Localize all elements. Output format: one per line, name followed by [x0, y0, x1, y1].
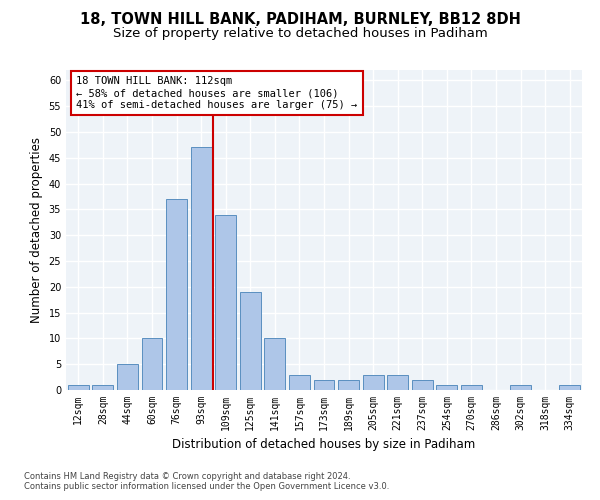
Bar [215, 214, 236, 390]
Bar [240, 292, 261, 390]
Bar [166, 199, 187, 390]
Bar [436, 385, 457, 390]
Bar [92, 385, 113, 390]
Bar [338, 380, 359, 390]
Bar [191, 148, 212, 390]
Text: Contains HM Land Registry data © Crown copyright and database right 2024.: Contains HM Land Registry data © Crown c… [24, 472, 350, 481]
Bar [461, 385, 482, 390]
X-axis label: Distribution of detached houses by size in Padiham: Distribution of detached houses by size … [172, 438, 476, 452]
Bar [559, 385, 580, 390]
Text: 18 TOWN HILL BANK: 112sqm
← 58% of detached houses are smaller (106)
41% of semi: 18 TOWN HILL BANK: 112sqm ← 58% of detac… [76, 76, 358, 110]
Bar [117, 364, 138, 390]
Text: Size of property relative to detached houses in Padiham: Size of property relative to detached ho… [113, 28, 487, 40]
Bar [289, 374, 310, 390]
Bar [510, 385, 531, 390]
Bar [362, 374, 383, 390]
Bar [314, 380, 334, 390]
Text: 18, TOWN HILL BANK, PADIHAM, BURNLEY, BB12 8DH: 18, TOWN HILL BANK, PADIHAM, BURNLEY, BB… [80, 12, 520, 28]
Bar [387, 374, 408, 390]
Bar [142, 338, 163, 390]
Bar [68, 385, 89, 390]
Y-axis label: Number of detached properties: Number of detached properties [30, 137, 43, 323]
Text: Contains public sector information licensed under the Open Government Licence v3: Contains public sector information licen… [24, 482, 389, 491]
Bar [412, 380, 433, 390]
Bar [265, 338, 286, 390]
